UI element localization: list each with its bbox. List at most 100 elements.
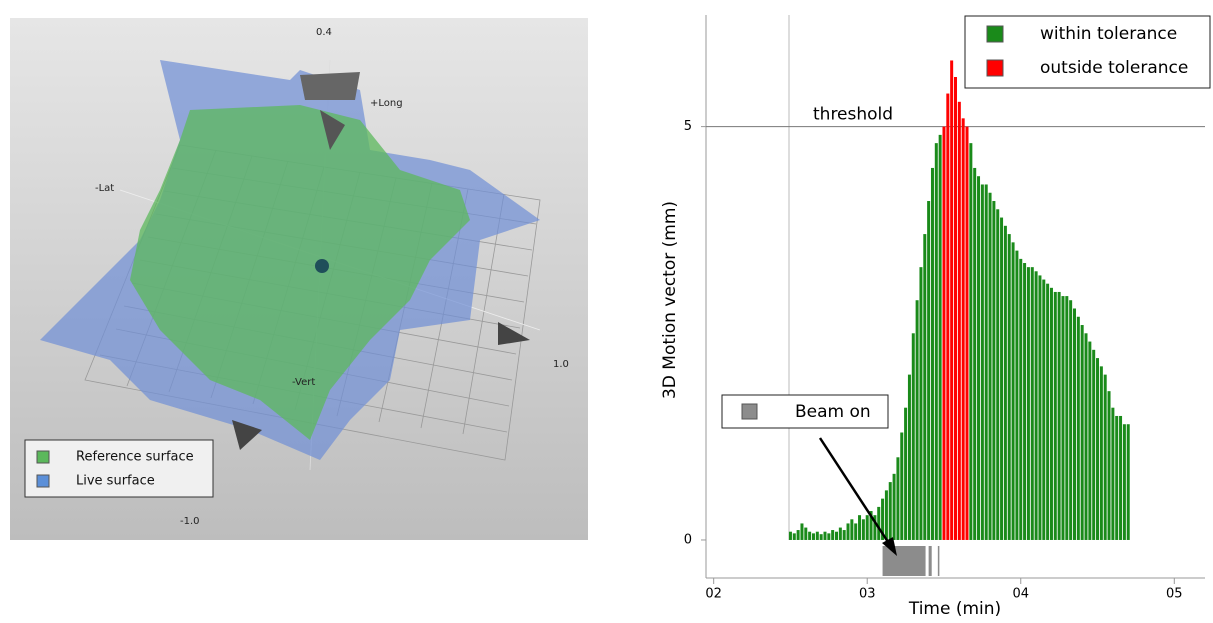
x-axis-label: Time (min) — [908, 599, 1001, 619]
beam-on-interval — [929, 546, 932, 576]
bar — [958, 102, 961, 540]
bar — [912, 333, 915, 540]
y-axis-label: 3D Motion vector (mm) — [660, 201, 680, 399]
bar — [812, 533, 815, 540]
bar — [797, 530, 800, 540]
bar — [939, 135, 942, 540]
bar — [843, 530, 846, 540]
bar — [954, 77, 957, 540]
bar — [1031, 267, 1034, 540]
bar — [935, 143, 938, 540]
bar — [827, 533, 830, 540]
bar — [996, 209, 999, 540]
legend-swatch — [987, 26, 1003, 42]
threshold-label: threshold — [813, 105, 893, 125]
bar — [877, 507, 880, 540]
bar — [893, 474, 896, 540]
legend-swatch — [37, 475, 49, 487]
bar — [1061, 296, 1064, 540]
axis-label: -1.0 — [180, 516, 200, 527]
bar — [1069, 300, 1072, 540]
legend-swatch — [742, 404, 757, 419]
bar — [989, 193, 992, 540]
bar — [866, 515, 869, 540]
y-tick-label: 5 — [684, 119, 692, 134]
bar — [1023, 263, 1026, 540]
bar — [931, 168, 934, 540]
axis-label: 1.0 — [553, 359, 569, 370]
bar — [885, 490, 888, 540]
bar — [1035, 271, 1038, 540]
bar — [1012, 242, 1015, 540]
bar — [1123, 424, 1126, 540]
bar — [835, 532, 838, 540]
bar — [793, 533, 796, 540]
bar — [820, 534, 823, 540]
x-tick-label: 05 — [1166, 587, 1183, 602]
bar — [1115, 416, 1118, 540]
bar — [904, 408, 907, 540]
bar — [889, 482, 892, 540]
bar — [1104, 375, 1107, 540]
bar — [973, 168, 976, 540]
legend-label: Beam on — [795, 402, 871, 422]
legend-swatch — [37, 451, 49, 463]
bar — [992, 201, 995, 540]
bar — [927, 201, 930, 540]
chart: 3D Motion vector (mm) Time (min) 0502030… — [660, 15, 1210, 619]
bar — [1100, 366, 1103, 540]
bar — [1008, 234, 1011, 540]
legend-label: Reference surface — [76, 450, 194, 465]
bar — [850, 519, 853, 540]
axis-label: 0.4 — [316, 27, 332, 38]
bar — [1004, 226, 1007, 540]
bar — [854, 523, 857, 540]
bar — [946, 94, 949, 540]
legend-label: outside tolerance — [1040, 58, 1188, 78]
legend-swatch — [987, 60, 1003, 76]
bar — [900, 432, 903, 539]
bar — [1050, 288, 1053, 540]
axis-label: +Long — [370, 98, 403, 109]
legend-label: within tolerance — [1040, 24, 1177, 44]
bar — [823, 532, 826, 540]
bar — [847, 523, 850, 540]
bar — [1065, 296, 1068, 540]
bar — [962, 118, 965, 540]
bar — [977, 176, 980, 540]
bar — [942, 127, 945, 540]
bar — [789, 532, 792, 540]
x-tick-label: 03 — [859, 587, 876, 602]
y-tick-label: 0 — [684, 532, 692, 547]
bar — [1119, 416, 1122, 540]
surface-panel: 0.4 +Long -Lat 1.0 -Vert -1.0 Reference … — [10, 18, 588, 540]
bar — [1058, 292, 1061, 540]
bar — [1000, 218, 1003, 540]
bar — [1088, 342, 1091, 540]
figure: 0.4 +Long -Lat 1.0 -Vert -1.0 Reference … — [0, 0, 1213, 619]
bar — [896, 457, 899, 540]
beam-on-interval — [938, 546, 940, 576]
bar — [923, 234, 926, 540]
bar — [1015, 251, 1018, 540]
axis-label: -Vert — [292, 377, 315, 388]
bar — [1027, 267, 1030, 540]
bar — [1077, 317, 1080, 540]
bar — [1085, 333, 1088, 540]
cone — [300, 72, 360, 100]
page: {"surface_view": { "axis_labels": ["0.4"… — [0, 0, 1213, 619]
bar — [862, 519, 865, 540]
bar — [966, 127, 969, 540]
bar — [1046, 284, 1049, 540]
bar — [916, 300, 919, 540]
origin-marker — [315, 259, 329, 273]
bar — [1042, 280, 1045, 540]
bar — [969, 143, 972, 540]
beam-on-interval — [883, 546, 926, 576]
bar — [800, 523, 803, 540]
bar — [950, 60, 953, 540]
bar — [1038, 275, 1041, 540]
bar — [808, 532, 811, 540]
bar — [908, 375, 911, 540]
bar — [858, 515, 861, 540]
